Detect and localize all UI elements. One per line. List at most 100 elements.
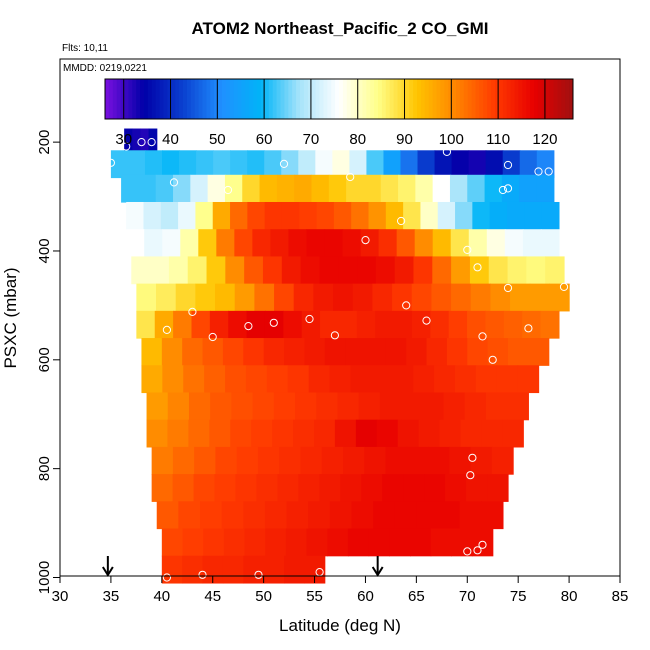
aircraft-point [478,540,487,549]
heat-cell [146,392,169,421]
colorbar-segment [436,79,441,119]
heat-cell [316,201,335,230]
heat-cell [338,256,358,285]
heat-cell [283,310,303,339]
colorbar-segment [159,79,164,119]
heat-cell [541,201,560,230]
x-tick-label: 60 [357,588,374,605]
colorbar-segment [366,79,371,119]
colorbar-segment [132,79,137,119]
heat-cell [207,174,226,203]
heat-cell [342,446,365,475]
heat-cell [234,283,255,312]
colorbar-tick-label: 30 [115,131,132,148]
heat-cell [357,256,377,285]
heat-cell [264,150,282,179]
heat-cell [284,338,305,366]
heat-cell [223,528,246,557]
heat-cell [313,419,336,448]
heat-cell [126,201,145,230]
profile-cells [110,128,570,584]
heat-cell [496,365,519,394]
colorbar-segment [105,79,110,119]
colorbar-segment [319,79,324,119]
colorbar-segment [124,79,129,119]
heat-cell [459,501,482,530]
heat-cell [274,283,295,312]
colorbar-segment [385,79,391,119]
heat-cell [524,201,543,230]
heat-cell [175,283,196,312]
colorbar-segment [487,79,492,119]
heat-cell [481,419,503,448]
colorbar-segment [136,79,141,119]
heat-cell [308,365,331,394]
y-tick-label: 400 [36,238,53,263]
heat-cell [526,256,546,285]
heat-cell [484,174,503,203]
colorbar-segment [397,79,402,119]
heat-cell [285,528,308,557]
colorbar-segment [171,79,176,119]
colorbar-segment [112,79,118,119]
heat-cell [443,392,466,421]
y-axis: 200 400 600 800 1000 [36,130,60,594]
colorbar-segment [147,79,153,119]
heat-cell [467,338,489,366]
colorbar-segment [502,79,508,119]
heat-cell [437,201,456,230]
colorbar-segment [307,79,313,119]
heat-cell [148,128,158,157]
heat-cell [504,229,524,258]
heat-cell [434,365,456,394]
colorbar-segment [553,79,558,119]
colorbar-segment [495,79,500,119]
heat-cell [264,310,284,339]
heat-cell [151,446,174,475]
aircraft-point [544,167,553,176]
heat-cell [144,229,163,258]
arrow-head [102,566,114,577]
colorbar-segment [229,79,235,119]
colorbar-segment [206,79,211,119]
heat-cell [468,229,488,258]
heat-cell [491,446,514,475]
heat-cell [510,283,531,312]
colorbar-ticks: 30 40 50 60 70 80 90 100 110 120 [115,79,557,148]
heat-cell [378,229,398,258]
aircraft-point [254,570,263,579]
heat-cell [430,528,452,557]
heat-cell [358,392,381,421]
colorbar-tick-label: 60 [256,131,273,148]
aircraft-point [162,325,171,334]
colorbar-segment [405,79,410,119]
aircraft-point [397,216,406,226]
heat-cell [243,338,265,366]
heat-cell [224,174,243,203]
heat-cell [304,555,326,584]
heat-cell [306,229,326,258]
heat-cell [156,501,179,530]
colorbar-segment [288,79,293,119]
heat-cell [182,528,204,557]
heat-cell [489,201,508,230]
heat-cell [418,419,441,448]
aircraft-point [473,263,482,272]
colorbar-segment [463,79,469,119]
colorbar-segment [268,79,274,119]
heat-cell [138,174,157,203]
heat-cell [454,365,477,394]
heat-cell [244,528,266,557]
heat-cell [263,555,285,584]
colorbar-segment [257,79,262,119]
heat-cell [368,201,387,230]
heat-cell [178,501,201,530]
heat-cell [383,150,402,179]
heat-cell [321,446,344,475]
colorbar-segment [327,79,332,119]
heat-cell [385,338,407,366]
heat-cell [214,474,237,502]
aircraft-point [442,147,451,156]
heat-cell [375,310,395,339]
